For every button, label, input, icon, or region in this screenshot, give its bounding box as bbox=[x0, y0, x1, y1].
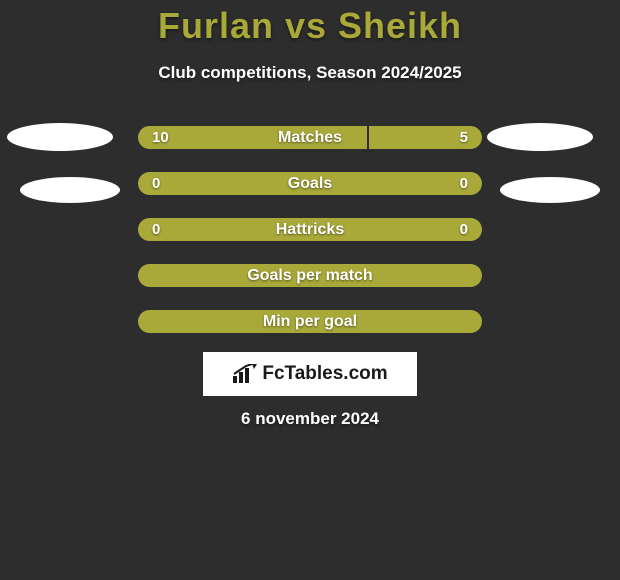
decorative-ellipse bbox=[500, 177, 600, 203]
stat-row: Matches105 bbox=[138, 126, 482, 149]
stat-bar-left bbox=[138, 310, 310, 333]
stat-bar-left bbox=[138, 126, 367, 149]
stat-bar-left bbox=[138, 264, 310, 287]
stat-bar-left bbox=[138, 218, 310, 241]
decorative-ellipse bbox=[487, 123, 593, 151]
stat-row: Min per goal bbox=[138, 310, 482, 333]
stat-row: Goals00 bbox=[138, 172, 482, 195]
fctables-logo: FcTables.com bbox=[203, 352, 417, 396]
chart-icon bbox=[232, 364, 258, 384]
stat-bar-right bbox=[310, 310, 482, 333]
stat-row: Hattricks00 bbox=[138, 218, 482, 241]
stat-row: Goals per match bbox=[138, 264, 482, 287]
stat-bar-right bbox=[310, 172, 482, 195]
stat-bar-left bbox=[138, 172, 310, 195]
page-subtitle: Club competitions, Season 2024/2025 bbox=[0, 63, 620, 83]
logo-text: FcTables.com bbox=[262, 363, 387, 385]
page-title: Furlan vs Sheikh bbox=[0, 5, 620, 47]
stat-bar-right bbox=[310, 218, 482, 241]
title-text: Furlan vs Sheikh bbox=[158, 5, 462, 46]
comparison-canvas: Furlan vs Sheikh Club competitions, Seas… bbox=[0, 0, 620, 580]
stat-bar-right bbox=[367, 126, 482, 149]
stat-bar-right bbox=[310, 264, 482, 287]
generation-date: 6 november 2024 bbox=[0, 409, 620, 429]
decorative-ellipse bbox=[7, 123, 113, 151]
decorative-ellipse bbox=[20, 177, 120, 203]
